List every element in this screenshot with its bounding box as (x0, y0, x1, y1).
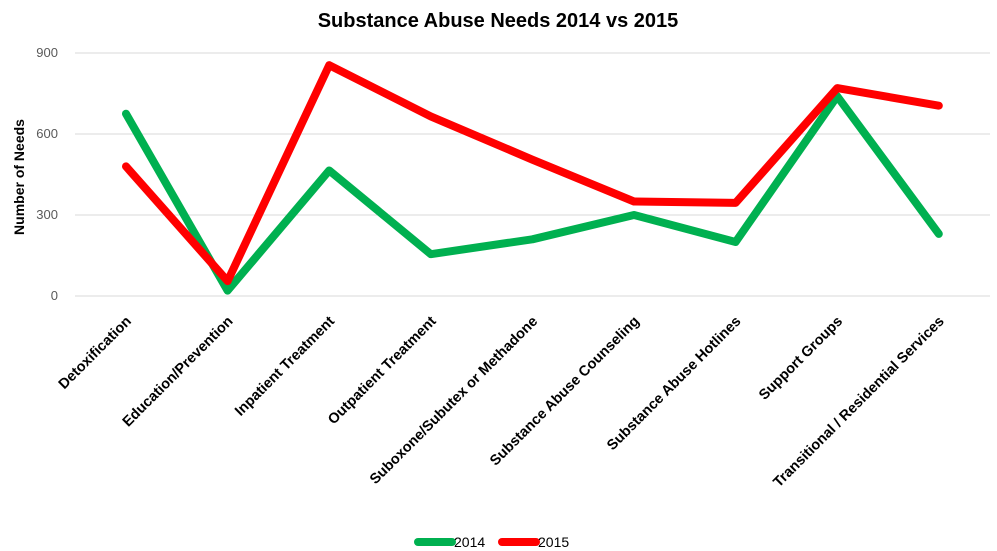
x-tick-label: Detoxification (56, 314, 135, 393)
chart-title: Substance Abuse Needs 2014 vs 2015 (318, 10, 679, 32)
series-line-2015 (122, 61, 943, 286)
series-lines (122, 61, 943, 295)
y-tick-label: 0 (51, 288, 58, 303)
x-tick-label: Transitional / Residential Services (770, 314, 947, 491)
x-tick-label: Support Groups (756, 314, 846, 404)
y-tick-label: 600 (36, 126, 58, 141)
legend-label-2015: 2015 (538, 534, 569, 550)
x-tick-label: Suboxone/Subutex or Methadone (367, 314, 541, 488)
gridlines (75, 52, 990, 297)
x-tick-label: Inpatient Treatment (232, 313, 338, 419)
series-line-2014 (122, 92, 943, 295)
y-tick-label: 300 (36, 207, 58, 222)
x-tick-labels: DetoxificationEducation/PreventionInpati… (56, 313, 948, 490)
y-axis-label: Number of Needs (11, 119, 27, 235)
y-tick-labels: 0 300 600 900 (36, 45, 58, 303)
legend-label-2014: 2014 (454, 534, 485, 550)
legend: 2014 2015 (414, 534, 569, 550)
x-tick-label: Outpatient Treatment (325, 313, 440, 428)
x-tick-label: Education/Prevention (120, 314, 237, 431)
y-tick-label: 900 (36, 45, 58, 60)
